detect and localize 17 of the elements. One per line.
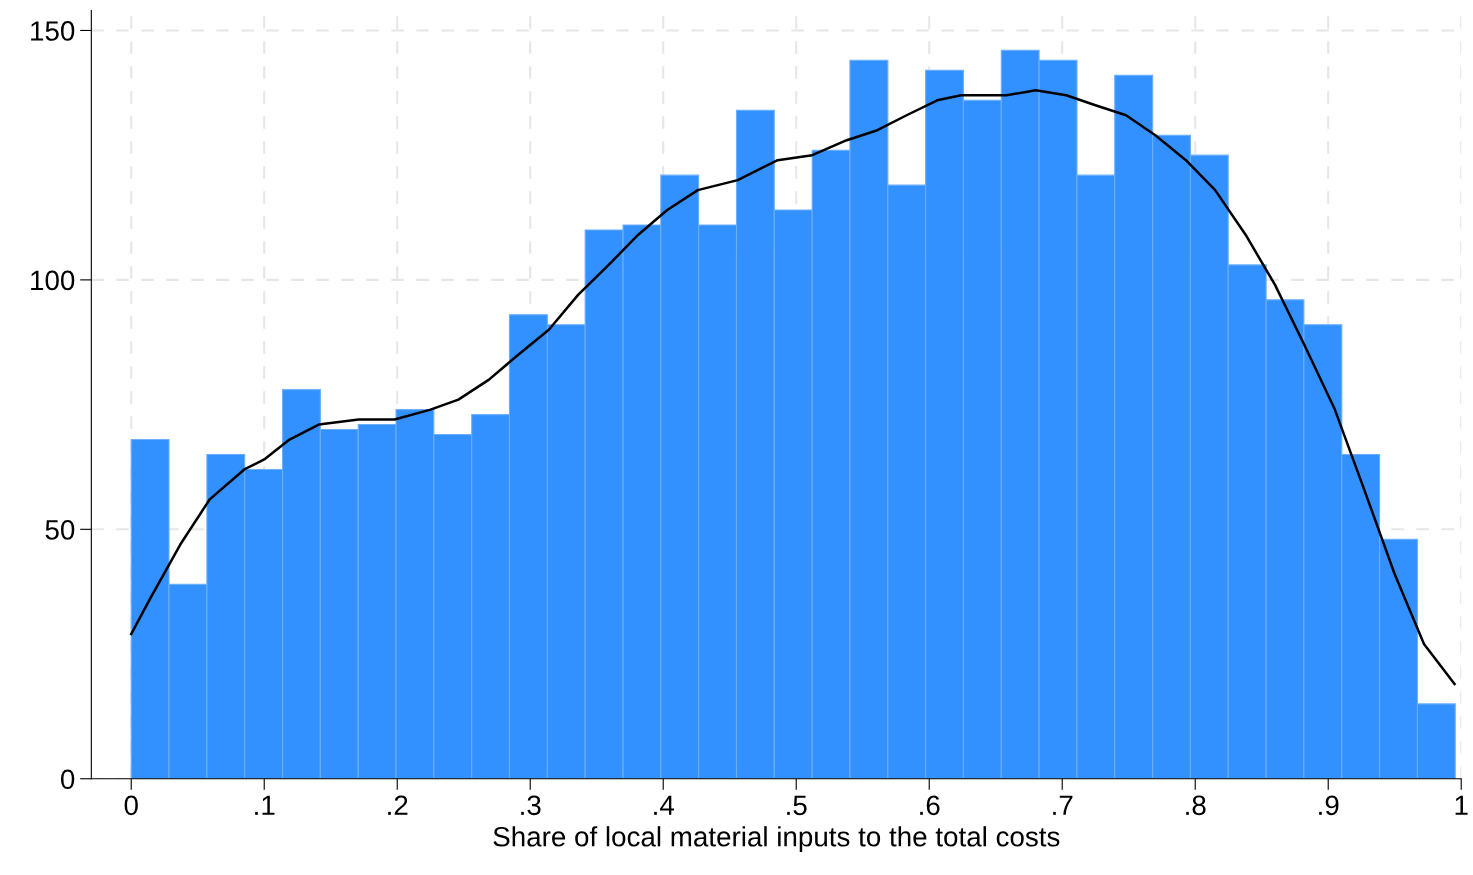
line-series — [129, 89, 1456, 686]
x-tick-label: .8 — [1186, 795, 1206, 816]
x-tick-label: 1 — [1455, 795, 1468, 815]
x-tick-label: .7 — [1053, 795, 1073, 815]
x-tick-label: 0 — [124, 795, 138, 816]
y-tick-label: 100 — [31, 270, 75, 291]
y-tick-label: 150 — [31, 21, 75, 41]
x-tick-label: .2 — [388, 795, 408, 815]
x-axis-title: Share of local material inputs to the total costs — [493, 826, 1060, 853]
x-tick-label: .5 — [787, 795, 807, 816]
x-tick-label: .3 — [521, 795, 541, 816]
y-tick-label: 0 — [60, 769, 75, 790]
x-tick-label: .6 — [920, 795, 940, 816]
x-tick-label: .9 — [1319, 795, 1339, 816]
x-tick-label: .1 — [255, 795, 275, 815]
y-tick-label: 50 — [45, 519, 75, 540]
x-tick-label: .4 — [654, 795, 674, 815]
